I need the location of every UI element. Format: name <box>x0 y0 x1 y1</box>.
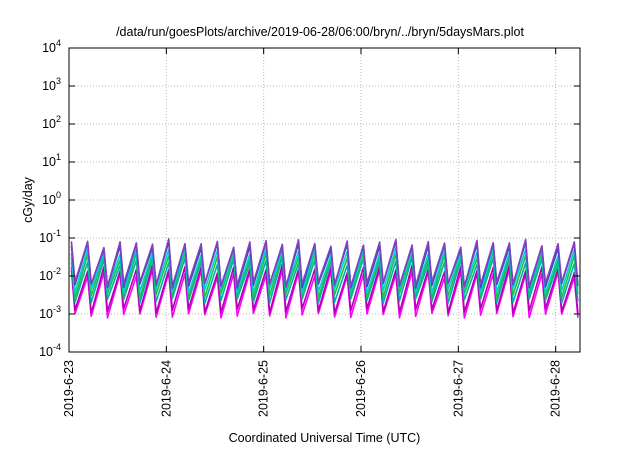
y-tick-label: 101 <box>42 152 61 169</box>
series-line <box>70 238 579 288</box>
chart-title: /data/run/goesPlots/archive/2019-06-28/0… <box>116 25 524 39</box>
y-tick-label: 10-4 <box>39 342 61 359</box>
x-tick-label: 2019-6-26 <box>354 360 368 417</box>
y-tick-label: 10-3 <box>39 304 61 321</box>
y-tick-label: 102 <box>42 114 61 131</box>
x-tick-label: 2019-6-28 <box>549 360 563 417</box>
x-axis-label: Coordinated Universal Time (UTC) <box>229 431 421 445</box>
series-lines <box>70 238 579 319</box>
y-axis-label: cGy/day <box>21 176 35 223</box>
x-tick-labels: 2019-6-23 2019-6-24 2019-6-25 2019-6-26 2019… <box>62 360 563 417</box>
y-tick-label: 103 <box>42 76 61 93</box>
grid <box>69 48 580 352</box>
y-tick-label: 100 <box>42 190 61 207</box>
y-tick-labels: 10-4 10-3 10-2 10-1 100 101 102 103 104 <box>39 38 61 359</box>
x-tick-label: 2019-6-27 <box>451 360 465 417</box>
x-tick-label: 2019-6-23 <box>62 360 76 417</box>
axis-ticks <box>68 47 580 353</box>
x-tick-label: 2019-6-24 <box>159 360 173 417</box>
x-tick-label: 2019-6-25 <box>257 360 271 417</box>
y-tick-label: 104 <box>42 38 61 55</box>
y-tick-label: 10-2 <box>39 266 61 283</box>
y-tick-label: 10-1 <box>39 228 61 245</box>
